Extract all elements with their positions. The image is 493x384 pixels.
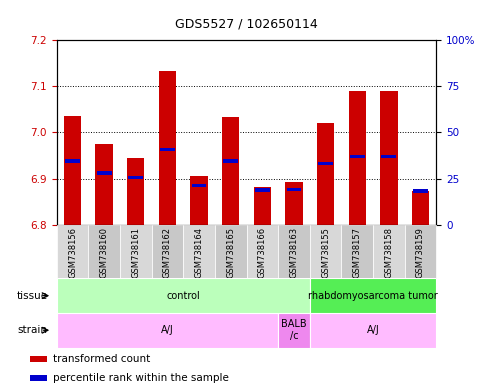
Text: rhabdomyosarcoma tumor: rhabdomyosarcoma tumor <box>308 291 438 301</box>
Bar <box>255 189 270 192</box>
Text: GSM738163: GSM738163 <box>289 227 298 278</box>
Bar <box>57 225 88 278</box>
Text: control: control <box>166 291 200 301</box>
Bar <box>382 155 396 158</box>
Bar <box>318 162 333 166</box>
Bar <box>246 225 278 278</box>
Bar <box>183 225 215 278</box>
Bar <box>341 225 373 278</box>
Bar <box>223 159 238 163</box>
Bar <box>160 148 175 151</box>
Bar <box>127 158 144 225</box>
Bar <box>405 225 436 278</box>
Text: GSM738165: GSM738165 <box>226 227 235 278</box>
Bar <box>350 155 365 158</box>
Bar <box>192 184 207 187</box>
Bar <box>317 123 334 225</box>
Bar <box>96 144 113 225</box>
Bar <box>30 356 47 362</box>
Bar <box>286 188 301 191</box>
Bar <box>380 91 397 225</box>
Text: GSM738156: GSM738156 <box>68 227 77 278</box>
Text: GSM738160: GSM738160 <box>100 227 108 278</box>
Text: transformed count: transformed count <box>53 354 150 364</box>
Bar <box>412 192 429 225</box>
Bar <box>278 313 310 348</box>
Bar <box>120 225 152 278</box>
Bar <box>285 182 303 225</box>
Text: A/J: A/J <box>161 325 174 335</box>
Text: strain: strain <box>17 325 47 335</box>
Text: GSM738164: GSM738164 <box>195 227 204 278</box>
Bar <box>190 176 208 225</box>
Bar <box>373 225 405 278</box>
Bar <box>152 225 183 278</box>
Text: GSM738155: GSM738155 <box>321 227 330 278</box>
Text: GSM738161: GSM738161 <box>131 227 141 278</box>
Bar <box>310 225 341 278</box>
Bar <box>413 189 428 193</box>
Bar <box>57 313 278 348</box>
Bar <box>159 71 176 225</box>
Text: percentile rank within the sample: percentile rank within the sample <box>53 373 229 383</box>
Bar <box>65 159 80 163</box>
Bar <box>349 91 366 225</box>
Bar <box>278 225 310 278</box>
Bar <box>310 313 436 348</box>
Text: BALB
/c: BALB /c <box>281 319 307 341</box>
Bar <box>215 225 246 278</box>
Bar <box>253 187 271 225</box>
Bar <box>30 375 47 381</box>
Bar <box>88 225 120 278</box>
Bar <box>310 278 436 313</box>
Text: A/J: A/J <box>367 325 380 335</box>
Bar <box>128 176 143 179</box>
Text: GSM738166: GSM738166 <box>258 227 267 278</box>
Text: GSM738159: GSM738159 <box>416 227 425 278</box>
Text: GSM738162: GSM738162 <box>163 227 172 278</box>
Text: GSM738157: GSM738157 <box>352 227 362 278</box>
Bar <box>64 116 81 225</box>
Bar <box>97 171 111 175</box>
Text: GSM738158: GSM738158 <box>385 227 393 278</box>
Bar <box>222 117 240 225</box>
Text: GDS5527 / 102650114: GDS5527 / 102650114 <box>175 18 318 31</box>
Bar <box>57 278 310 313</box>
Text: tissue: tissue <box>17 291 48 301</box>
